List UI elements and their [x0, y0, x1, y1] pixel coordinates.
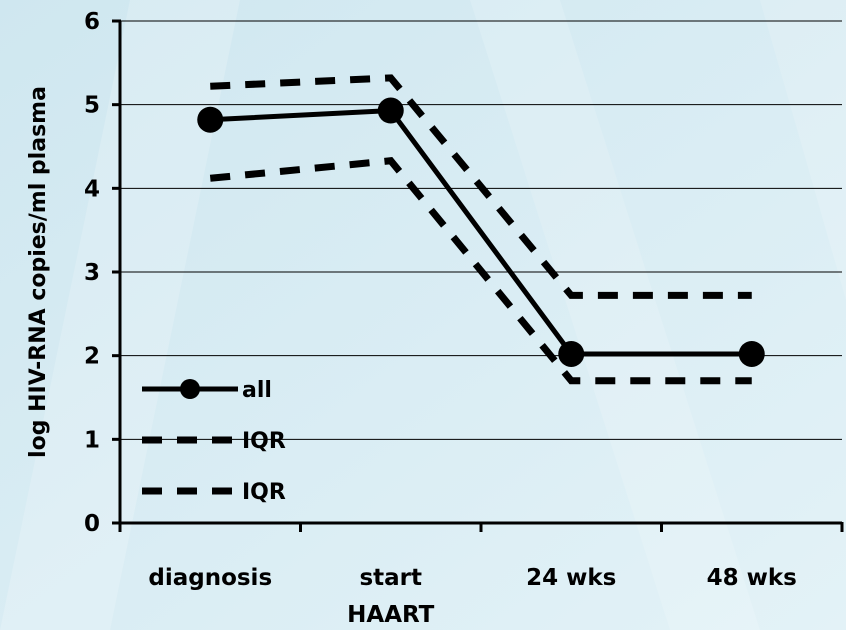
- x-tick-label: 48 wks: [707, 565, 797, 591]
- y-tick-label: 6: [84, 9, 100, 35]
- x-tick-label: HAART: [347, 602, 435, 628]
- data-point: [558, 340, 585, 367]
- series-line-all: [210, 107, 752, 357]
- data-point: [738, 340, 765, 367]
- y-axis-title: log HIV-RNA copies/ml plasma: [26, 86, 51, 458]
- background-band: [760, 0, 846, 300]
- x-tick-label: diagnosis: [148, 565, 272, 591]
- background-band: [470, 0, 760, 630]
- y-tick-label: 2: [84, 344, 100, 370]
- legend-label: all: [242, 378, 272, 403]
- series-line-iqr: [209, 157, 752, 385]
- x-tick-label: start: [359, 565, 422, 591]
- legend-marker: [180, 379, 200, 399]
- x-tick-label: 24 wks: [526, 565, 616, 591]
- legend-label: IQR: [242, 480, 286, 505]
- data-point: [377, 97, 404, 124]
- legend-label: IQR: [242, 429, 286, 454]
- y-tick-label: 1: [84, 427, 100, 453]
- y-tick-label: 3: [84, 260, 100, 286]
- y-tick-label: 4: [84, 176, 100, 202]
- data-point: [197, 106, 224, 133]
- y-tick-label: 5: [84, 93, 100, 119]
- y-tick-label: 0: [84, 511, 100, 537]
- series-line-iqr: [210, 74, 752, 299]
